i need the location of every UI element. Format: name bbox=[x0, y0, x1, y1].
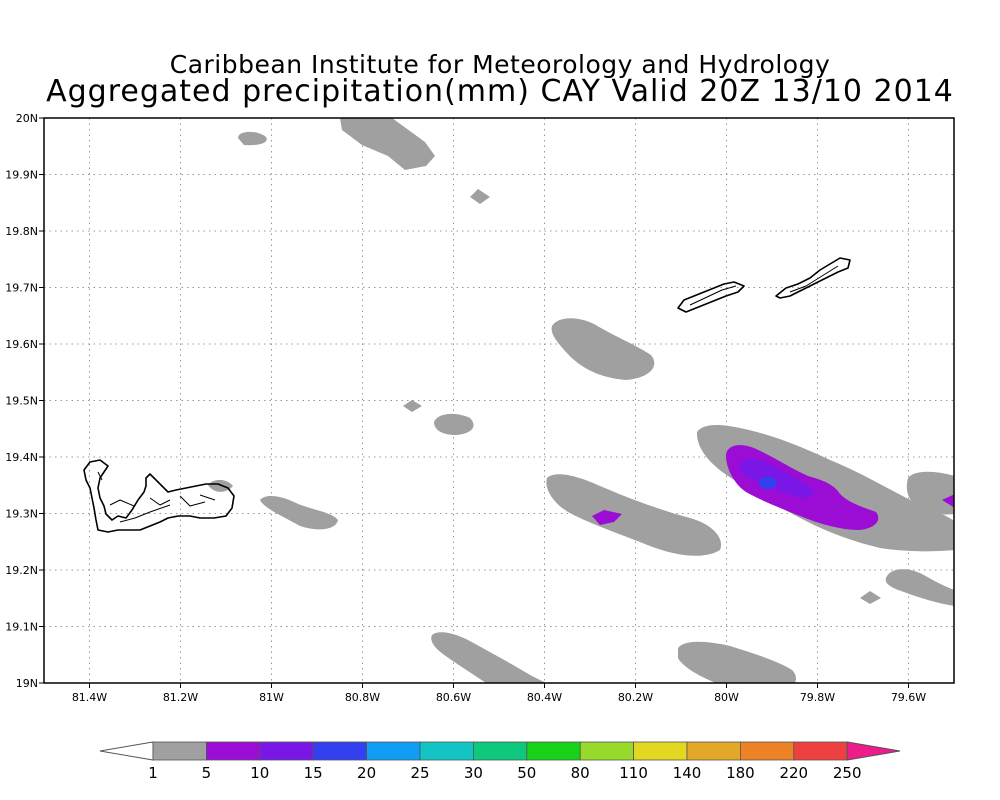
rain-area bbox=[739, 458, 815, 498]
colorbar-swatch bbox=[205, 741, 261, 761]
y-tick-label: 19.2N bbox=[5, 564, 38, 577]
rain-area bbox=[238, 131, 267, 146]
rain-area bbox=[906, 471, 954, 515]
rain-area bbox=[403, 400, 422, 412]
y-tick-label: 19.1N bbox=[5, 621, 38, 634]
rain-area bbox=[860, 591, 881, 604]
colorbar-swatch bbox=[152, 741, 207, 761]
chart-subtitle: Aggregated precipitation(mm) CAY Valid 2… bbox=[46, 74, 954, 109]
y-tick-label: 19.7N bbox=[5, 282, 38, 295]
colorbar: 1 5 10 15 20 25 30 50 80 110 140 180 220 250 bbox=[99, 741, 901, 782]
coastline-detail bbox=[789, 265, 839, 293]
colorbar-swatch bbox=[740, 741, 795, 761]
colorbar-swatch bbox=[526, 741, 581, 761]
rain-area bbox=[678, 641, 796, 683]
rain-area bbox=[546, 474, 722, 556]
little-cayman-coastline bbox=[677, 281, 745, 313]
x-tick-label: 79.8W bbox=[800, 691, 835, 704]
colorbar-label: 50 bbox=[517, 764, 536, 782]
colorbar-label: 110 bbox=[619, 764, 648, 782]
rain-area bbox=[758, 476, 777, 490]
grand-cayman-coastline bbox=[83, 459, 235, 533]
colorbar-label: 250 bbox=[833, 764, 862, 782]
rain-area bbox=[260, 496, 338, 530]
chart-title: Caribbean Institute for Meteorology and … bbox=[169, 50, 831, 79]
colorbar-label: 10 bbox=[250, 764, 269, 782]
y-tick-label: 19.8N bbox=[5, 225, 38, 238]
plot-frame bbox=[43, 117, 955, 684]
y-tick-label: 19N bbox=[16, 677, 38, 690]
colorbar-label: 25 bbox=[410, 764, 429, 782]
colorbar-label: 5 bbox=[202, 764, 212, 782]
rain-area bbox=[592, 510, 622, 525]
colorbar-label: 1 bbox=[148, 764, 158, 782]
x-tick-label: 80.2W bbox=[618, 691, 653, 704]
colorbar-label: 15 bbox=[304, 764, 323, 782]
colorbar-swatch bbox=[686, 741, 741, 761]
colorbar-over-triangle bbox=[846, 741, 901, 761]
y-tick-label: 20N bbox=[16, 112, 38, 125]
gridlines bbox=[44, 118, 954, 683]
y-tick-label: 19.4N bbox=[5, 451, 38, 464]
x-tick-label: 80W bbox=[714, 691, 739, 704]
colorbar-label: 220 bbox=[779, 764, 808, 782]
x-tick-label: 79.6W bbox=[891, 691, 926, 704]
cayman-brac-coastline bbox=[775, 257, 851, 299]
colorbar-label: 140 bbox=[673, 764, 702, 782]
rain-area bbox=[434, 413, 474, 435]
coastline-detail bbox=[689, 285, 737, 306]
coastline-detail bbox=[97, 471, 216, 523]
colorbar-label: 80 bbox=[571, 764, 590, 782]
x-tick-label: 81.2W bbox=[163, 691, 198, 704]
x-axis: 81.4W 81.2W 81W 80.8W 80.6W 80.4W 80.2W 80W 79.8… bbox=[72, 683, 926, 704]
x-tick-label: 81.4W bbox=[72, 691, 107, 704]
colorbar-swatch bbox=[472, 741, 528, 761]
rain-area bbox=[470, 189, 490, 204]
precipitation-field bbox=[208, 118, 954, 683]
colorbar-swatch bbox=[633, 741, 688, 761]
x-tick-label: 80.6W bbox=[436, 691, 471, 704]
x-tick-label: 80.8W bbox=[345, 691, 380, 704]
x-tick-label: 80.4W bbox=[527, 691, 562, 704]
rain-area bbox=[942, 494, 954, 508]
colorbar-swatch bbox=[366, 741, 421, 761]
rain-area bbox=[340, 118, 435, 170]
colorbar-swatch bbox=[793, 741, 848, 761]
colorbar-swatch bbox=[259, 741, 314, 761]
y-axis: 19N 19.1N 19.2N 19.3N 19.4N 19.5N 19.6N 19.7N 19… bbox=[5, 112, 44, 690]
colorbar-swatch bbox=[419, 741, 474, 761]
y-tick-label: 19.3N bbox=[5, 508, 38, 521]
rain-area bbox=[551, 318, 655, 380]
colorbar-swatch bbox=[312, 741, 368, 761]
y-tick-label: 19.9N bbox=[5, 169, 38, 182]
rain-area bbox=[431, 632, 546, 683]
y-tick-label: 19.5N bbox=[5, 395, 38, 408]
x-tick-label: 81W bbox=[259, 691, 284, 704]
colorbar-label: 20 bbox=[357, 764, 376, 782]
coastlines bbox=[83, 257, 851, 533]
colorbar-under-triangle bbox=[99, 741, 154, 761]
colorbar-label: 180 bbox=[726, 764, 755, 782]
colorbar-swatch bbox=[579, 741, 635, 761]
colorbar-label: 30 bbox=[464, 764, 483, 782]
rain-area bbox=[208, 479, 233, 492]
y-tick-label: 19.6N bbox=[5, 338, 38, 351]
rain-area bbox=[885, 569, 954, 606]
